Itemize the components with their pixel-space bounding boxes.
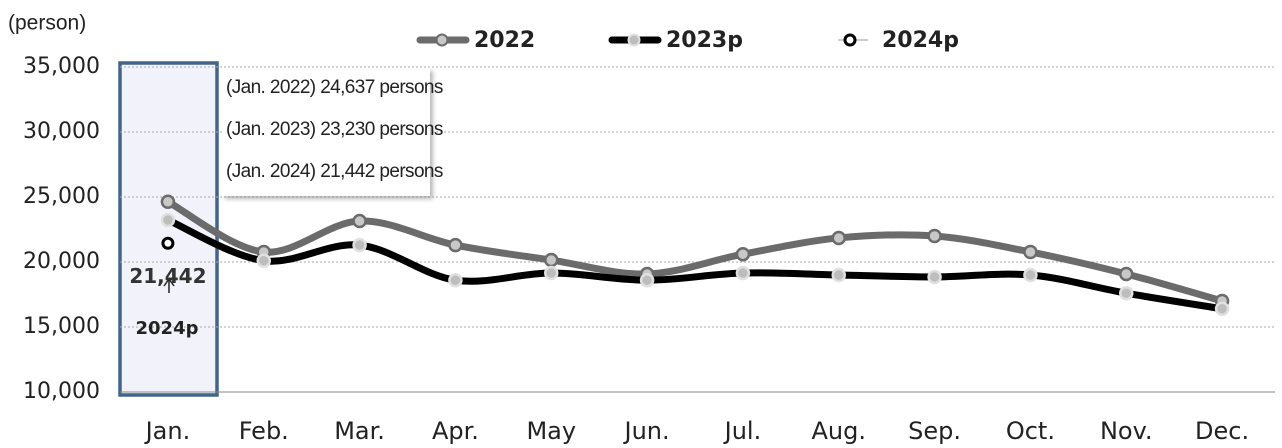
annotation-label: 2024p bbox=[136, 318, 199, 339]
marker bbox=[831, 230, 846, 246]
y-tick-label: 15,000 bbox=[23, 314, 100, 339]
marker bbox=[1023, 244, 1038, 260]
marker bbox=[448, 237, 463, 253]
arrow-head bbox=[163, 277, 175, 287]
x-tick-label: Jun. bbox=[623, 417, 670, 445]
legend-marker bbox=[843, 33, 857, 47]
marker bbox=[735, 246, 751, 262]
marker bbox=[161, 236, 175, 250]
annotation-text: (Jan. 2022) 24,637 persons bbox=[226, 77, 443, 98]
y-axis-unit: (person) bbox=[8, 12, 86, 35]
marker bbox=[256, 253, 271, 268]
marker bbox=[160, 194, 176, 209]
x-tick-label: Oct. bbox=[1006, 417, 1055, 445]
x-tick-label: Dec. bbox=[1195, 417, 1249, 445]
marker bbox=[1119, 285, 1134, 301]
y-tick-label: 35,000 bbox=[23, 54, 100, 79]
marker bbox=[352, 213, 367, 229]
y-tick-label: 25,000 bbox=[23, 184, 100, 209]
marker bbox=[735, 265, 751, 281]
legend-label: 2022 bbox=[474, 28, 535, 53]
y-tick-label: 30,000 bbox=[23, 119, 100, 144]
marker bbox=[1023, 267, 1038, 283]
x-tick-label: Mar. bbox=[334, 417, 385, 445]
marker bbox=[1119, 266, 1134, 282]
legend-label: 2023p bbox=[666, 28, 743, 53]
marker bbox=[639, 272, 655, 288]
marker bbox=[160, 212, 176, 228]
marker bbox=[927, 228, 942, 244]
highlight-box bbox=[118, 61, 219, 397]
legend-marker bbox=[627, 33, 641, 47]
data-label: 21,442 bbox=[129, 264, 206, 288]
annotation-text: (Jan. 2024) 21,442 persons bbox=[226, 161, 443, 182]
x-tick-label: May bbox=[526, 417, 576, 445]
marker bbox=[927, 269, 942, 285]
x-tick-label: Apr. bbox=[432, 417, 479, 445]
annotation-box bbox=[222, 68, 430, 196]
marker bbox=[831, 267, 846, 283]
x-tick-label: Feb. bbox=[239, 417, 289, 445]
marker bbox=[544, 252, 559, 268]
x-tick-label: Jul. bbox=[723, 417, 762, 445]
x-tick-label: Jan. bbox=[144, 417, 191, 445]
legend-marker bbox=[435, 33, 449, 47]
legend-label: 2024p bbox=[882, 28, 959, 53]
annotation-text: (Jan. 2023) 23,230 persons bbox=[226, 119, 443, 140]
marker bbox=[1214, 301, 1230, 317]
marker bbox=[448, 272, 463, 288]
marker bbox=[352, 237, 367, 253]
y-tick-label: 10,000 bbox=[23, 379, 100, 404]
marker bbox=[544, 265, 559, 281]
x-tick-label: Nov. bbox=[1100, 417, 1153, 445]
y-tick-label: 20,000 bbox=[23, 249, 100, 274]
x-tick-label: Sep. bbox=[908, 417, 961, 445]
x-tick-label: Aug. bbox=[812, 417, 867, 445]
